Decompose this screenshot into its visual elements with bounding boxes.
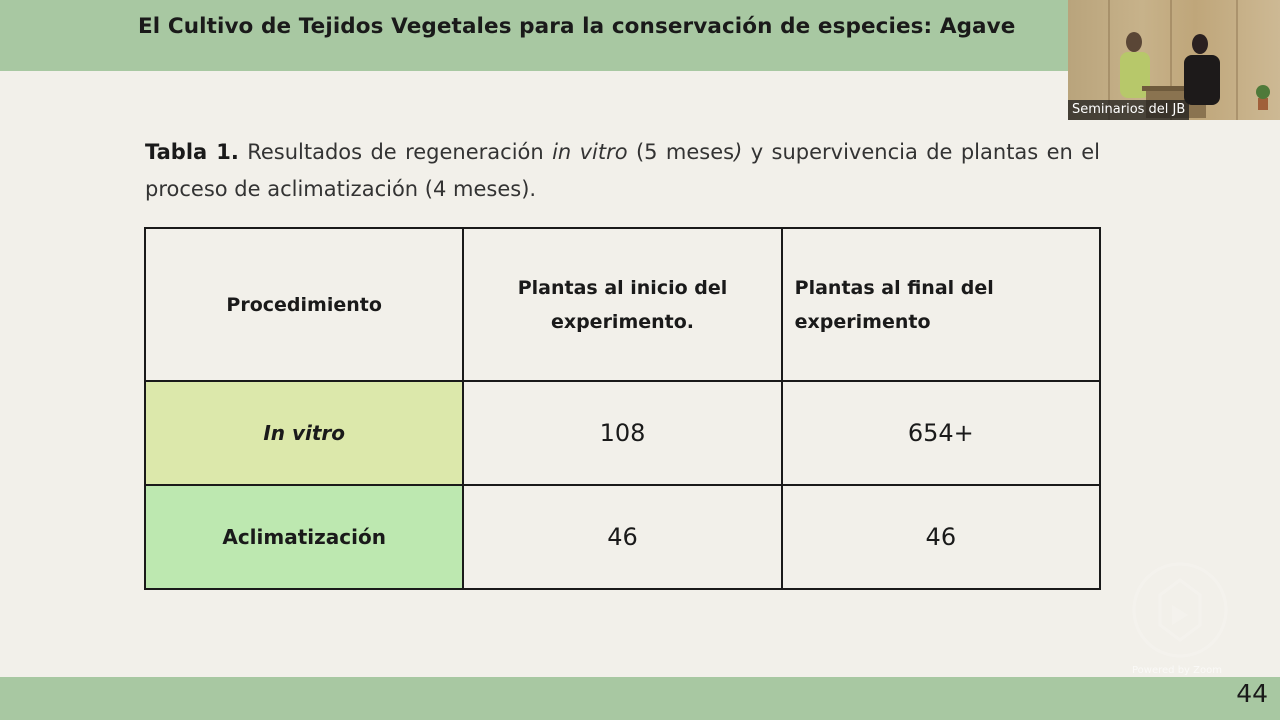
header-plantas-final: Plantas al final del experimento <box>780 227 1102 382</box>
header-plantas-inicio-text: Plantas al inicio del experimento. <box>517 276 728 333</box>
header-plantas-inicio: Plantas al inicio del experimento. <box>462 227 783 382</box>
caption-italic: in vitro <box>552 140 628 164</box>
row-label-in-vitro: In vitro <box>143 380 465 486</box>
header-bar: El Cultivo de Tejidos Vegetales para la … <box>0 0 1068 71</box>
caption-bold: Tabla 1. <box>145 140 239 164</box>
table-header-row: Procedimiento Plantas al inicio del expe… <box>143 227 1102 382</box>
video-participant-label: Seminarios del JB <box>1068 100 1190 120</box>
wall-panel-line <box>1170 0 1172 120</box>
row-label-aclimatizacion: Aclimatización <box>143 484 465 590</box>
table-row: Aclimatización 46 46 <box>143 484 1102 590</box>
cell-final-aclimatizacion: 46 <box>780 484 1102 590</box>
table-row: In vitro 108 654+ <box>143 380 1102 486</box>
slide-title: El Cultivo de Tejidos Vegetales para la … <box>138 14 1016 39</box>
wall-panel-line <box>1108 0 1110 120</box>
cell-final-in-vitro: 654+ <box>780 380 1102 486</box>
cell-inicio-aclimatizacion: 46 <box>462 484 783 590</box>
caption-italic: ) <box>734 140 743 164</box>
wall-panel-line <box>1236 0 1238 120</box>
table-caption: Tabla 1. Resultados de regeneración in v… <box>145 134 1100 208</box>
results-table: Procedimiento Plantas al inicio del expe… <box>143 227 1102 590</box>
powered-by-zoom-label: Powered by Zoom <box>1132 665 1222 676</box>
page-number: 44 <box>1236 679 1268 708</box>
caption-text: (5 meses <box>627 140 735 164</box>
unam-seal-watermark-icon <box>1132 562 1228 658</box>
footer-bar <box>0 677 1280 720</box>
header-procedimiento: Procedimiento <box>143 227 465 382</box>
cell-inicio-in-vitro: 108 <box>462 380 783 486</box>
caption-text: y supervivencia de plantas en el proceso… <box>145 140 1100 201</box>
header-plantas-final-text: Plantas al final del experimento <box>794 276 994 333</box>
speaker-video-tile[interactable]: Seminarios del JB <box>1068 0 1280 120</box>
caption-text: Resultados de regeneración <box>238 140 553 164</box>
